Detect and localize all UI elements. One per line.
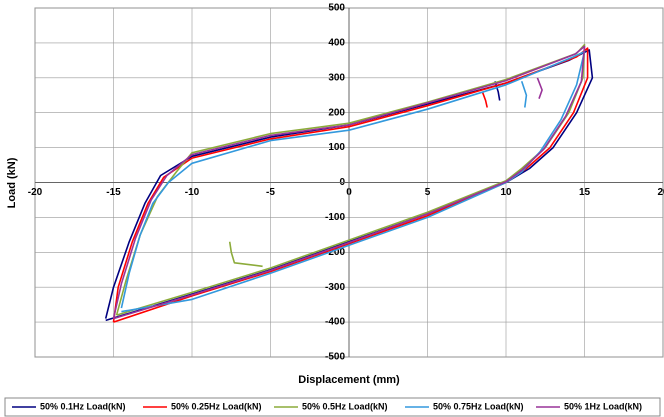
y-tick-label: 300 — [328, 72, 345, 83]
x-tick-label: -20 — [28, 187, 43, 198]
x-tick-label: -5 — [266, 187, 275, 198]
x-tick-label: 5 — [425, 187, 431, 198]
y-tick-label: -100 — [325, 212, 345, 223]
y-tick-label: -400 — [325, 317, 345, 328]
y-tick-label: 100 — [328, 142, 345, 153]
series-line — [112, 47, 589, 323]
y-tick-label: 400 — [328, 38, 345, 49]
series-line — [112, 45, 586, 320]
legend-label: 50% 0.25Hz Load(kN) — [171, 401, 262, 411]
y-tick-label: -500 — [325, 352, 345, 363]
legend-label: 50% 1Hz Load(kN) — [564, 401, 642, 411]
x-tick-label: 20 — [657, 187, 664, 198]
y-tick-label: -200 — [325, 247, 345, 258]
legend-label: 50% 0.75Hz Load(kN) — [433, 401, 524, 411]
y-tick-label: 200 — [328, 107, 345, 118]
legend-label: 50% 0.1Hz Load(kN) — [40, 401, 126, 411]
x-tick-label: 15 — [579, 187, 591, 198]
x-axis-label: Displacement (mm) — [298, 374, 400, 386]
y-tick-label: 500 — [328, 3, 345, 14]
legend-label: 50% 0.5Hz Load(kN) — [302, 401, 388, 411]
x-tick-label: -15 — [106, 187, 121, 198]
x-tick-label: 10 — [500, 187, 512, 198]
x-tick-label: -10 — [185, 187, 200, 198]
legend-box — [4, 397, 661, 417]
y-axis-label: Load (kN) — [6, 157, 18, 208]
series-line — [120, 50, 586, 313]
series-line — [115, 43, 586, 316]
y-tick-label: -300 — [325, 282, 345, 293]
